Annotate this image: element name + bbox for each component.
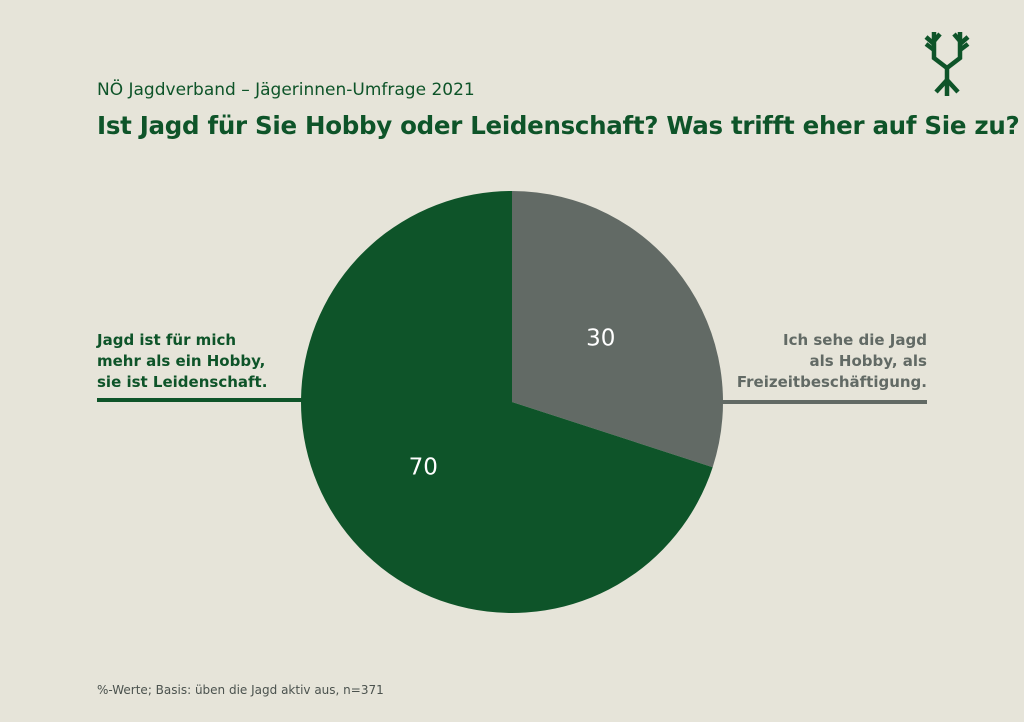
antler-tree-logo-icon bbox=[924, 32, 970, 96]
pie-slice-30 bbox=[512, 191, 723, 468]
legend-line: sie ist Leidenschaft. bbox=[97, 373, 268, 391]
data-label-30: 30 bbox=[586, 326, 615, 352]
legend-label-passion: Jagd ist für mich mehr als ein Hobby, si… bbox=[97, 330, 297, 393]
legend-line: Freizeitbeschäftigung. bbox=[736, 373, 927, 391]
legend-line: als Hobby, als bbox=[809, 352, 927, 370]
chart-title: Ist Jagd für Sie Hobby oder Leidenschaft… bbox=[97, 111, 1020, 140]
footnote: %-Werte; Basis: üben die Jagd aktiv aus,… bbox=[97, 683, 384, 697]
legend-label-hobby: Ich sehe die Jagd als Hobby, als Freizei… bbox=[707, 330, 927, 393]
legend-line: Jagd ist für mich bbox=[97, 331, 237, 349]
chart-subtitle: NÖ Jagdverband – Jägerinnen-Umfrage 2021 bbox=[97, 80, 475, 100]
legend-line: mehr als ein Hobby, bbox=[97, 352, 266, 370]
pie-slice-70 bbox=[301, 191, 713, 613]
data-label-70: 70 bbox=[409, 454, 438, 480]
legend-line: Ich sehe die Jagd bbox=[782, 331, 927, 349]
